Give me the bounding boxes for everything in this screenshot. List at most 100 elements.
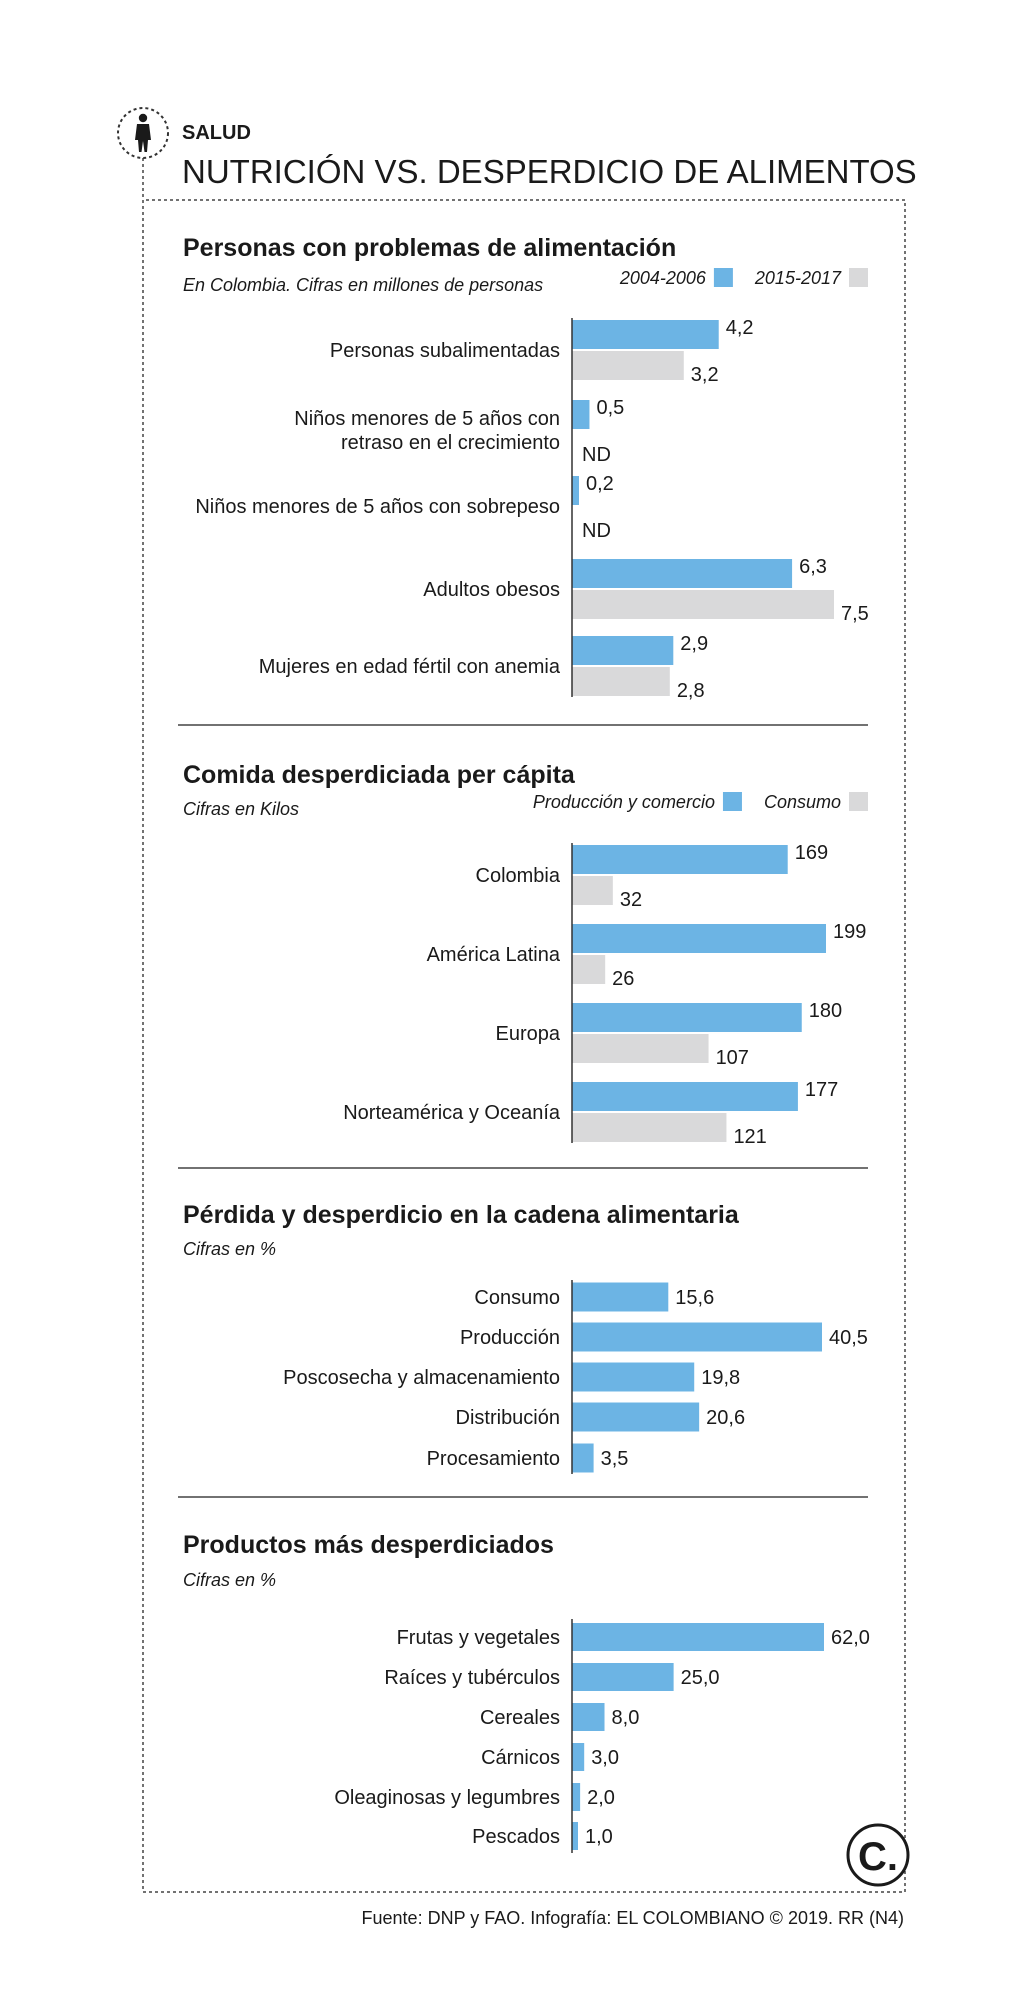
bar bbox=[572, 1322, 822, 1352]
category-label: Pescados bbox=[472, 1826, 560, 1848]
legend-label: Producción y comercio bbox=[533, 792, 715, 812]
legend-swatch bbox=[849, 792, 868, 811]
data-label: 25,0 bbox=[681, 1667, 720, 1689]
bar bbox=[572, 1003, 802, 1032]
bar bbox=[572, 1743, 585, 1771]
bar bbox=[572, 1822, 578, 1850]
logo-letter: C. bbox=[858, 1835, 898, 1879]
bar bbox=[572, 400, 590, 429]
legend-swatch bbox=[713, 268, 733, 287]
category-label: Frutas y vegetales bbox=[397, 1627, 560, 1649]
category-label: Niños menores de 5 años con sobrepeso bbox=[195, 496, 560, 518]
data-label: 0,2 bbox=[586, 473, 614, 495]
chart-title: Comida desperdiciada per cápita bbox=[183, 761, 576, 789]
bar bbox=[572, 1282, 669, 1312]
data-label: ND bbox=[582, 520, 611, 542]
data-label: 121 bbox=[733, 1126, 766, 1148]
bar bbox=[572, 559, 793, 588]
category-label: Cárnicos bbox=[481, 1747, 560, 1769]
data-label: 3,2 bbox=[691, 364, 719, 386]
data-label: 7,5 bbox=[841, 603, 869, 625]
chart-subtitle: Cifras en % bbox=[183, 1570, 276, 1590]
bar bbox=[572, 476, 579, 505]
bar bbox=[572, 876, 613, 905]
data-label: 199 bbox=[833, 921, 866, 943]
data-label: 6,3 bbox=[799, 556, 827, 578]
bar bbox=[572, 1703, 605, 1731]
data-label: 2,0 bbox=[587, 1787, 615, 1809]
chart-title: Pérdida y desperdicio en la cadena alime… bbox=[183, 1201, 740, 1229]
bar bbox=[572, 320, 719, 349]
category-label: Adultos obesos bbox=[423, 579, 560, 601]
bar bbox=[572, 667, 670, 696]
page-title: NUTRICIÓN VS. DESPERDICIO DE ALIMENTOS bbox=[182, 153, 917, 190]
bar bbox=[572, 955, 606, 984]
data-label: 107 bbox=[716, 1047, 749, 1069]
category-label: Oleaginosas y legumbres bbox=[334, 1787, 560, 1809]
bar bbox=[572, 1082, 798, 1111]
section-label: SALUD bbox=[182, 122, 251, 144]
data-label: 3,0 bbox=[591, 1747, 619, 1769]
category-label: Niños menores de 5 años con bbox=[294, 408, 560, 430]
chart-comida-desperdiciada: Comida desperdiciada per cápita Cifras en… bbox=[183, 761, 868, 1148]
data-label: 180 bbox=[809, 1000, 842, 1022]
category-label: retraso en el crecimiento bbox=[341, 432, 560, 454]
category-label: Procesamiento bbox=[427, 1448, 560, 1470]
data-label: 26 bbox=[612, 968, 634, 990]
el-colombiano-logo: C. bbox=[846, 1823, 910, 1887]
data-label: ND bbox=[582, 444, 611, 466]
data-label: 62,0 bbox=[831, 1627, 870, 1649]
chart-personas-alimentacion: Personas con problemas de alimentación En… bbox=[183, 234, 869, 702]
category-label: Distribución bbox=[456, 1407, 560, 1429]
chart-subtitle: En Colombia. Cifras en millones de perso… bbox=[183, 275, 543, 295]
category-label: Cereales bbox=[480, 1707, 560, 1729]
data-label: 4,2 bbox=[726, 317, 754, 339]
bar bbox=[572, 1362, 695, 1392]
bar bbox=[572, 351, 684, 380]
data-label: 20,6 bbox=[706, 1407, 745, 1429]
data-label: 32 bbox=[620, 889, 642, 911]
category-label: Producción bbox=[460, 1327, 560, 1349]
data-label: 3,5 bbox=[601, 1448, 629, 1470]
legend-label: Consumo bbox=[764, 792, 841, 812]
bar bbox=[572, 1663, 674, 1691]
bar bbox=[572, 1443, 594, 1473]
category-label: Mujeres en edad fértil con anemia bbox=[259, 656, 561, 678]
category-label: América Latina bbox=[427, 944, 561, 966]
chart-productos-desperdiciados: Productos más desperdiciados Cifras en % F… bbox=[183, 1531, 870, 1853]
category-label: Norteamérica y Oceanía bbox=[343, 1102, 561, 1124]
category-label: Raíces y tubérculos bbox=[384, 1667, 560, 1689]
source-credit: Fuente: DNP y FAO. Infografía: EL COLOMB… bbox=[362, 1908, 904, 1928]
data-label: 0,5 bbox=[596, 397, 624, 419]
data-label: 15,6 bbox=[675, 1287, 714, 1309]
chart-subtitle: Cifras en % bbox=[183, 1239, 276, 1259]
legend-swatch bbox=[722, 792, 742, 811]
chart-subtitle: Cifras en Kilos bbox=[183, 799, 299, 819]
data-label: 1,0 bbox=[585, 1826, 613, 1848]
data-label: 40,5 bbox=[829, 1327, 868, 1349]
category-label: Europa bbox=[496, 1023, 561, 1045]
data-label: 2,9 bbox=[680, 633, 708, 655]
legend-label: 2015-2017 bbox=[754, 268, 842, 288]
bar bbox=[572, 590, 834, 619]
data-label: 2,8 bbox=[677, 680, 705, 702]
bar bbox=[572, 1783, 581, 1811]
bar bbox=[572, 924, 826, 953]
bar bbox=[572, 1402, 700, 1432]
data-label: 169 bbox=[795, 842, 828, 864]
legend-swatch bbox=[849, 268, 868, 287]
bar bbox=[572, 1623, 824, 1651]
category-label: Consumo bbox=[474, 1287, 560, 1309]
bar bbox=[572, 1034, 709, 1063]
chart-title: Personas con problemas de alimentación bbox=[183, 234, 676, 262]
chart-cadena-alimentaria: Pérdida y desperdicio en la cadena alime… bbox=[183, 1201, 868, 1474]
category-label: Colombia bbox=[476, 865, 561, 887]
bar bbox=[572, 845, 788, 874]
dashed-frame bbox=[142, 128, 906, 1893]
data-label: 177 bbox=[805, 1079, 838, 1101]
bar bbox=[572, 636, 674, 665]
data-label: 8,0 bbox=[612, 1707, 640, 1729]
chart-title: Productos más desperdiciados bbox=[183, 1531, 554, 1559]
